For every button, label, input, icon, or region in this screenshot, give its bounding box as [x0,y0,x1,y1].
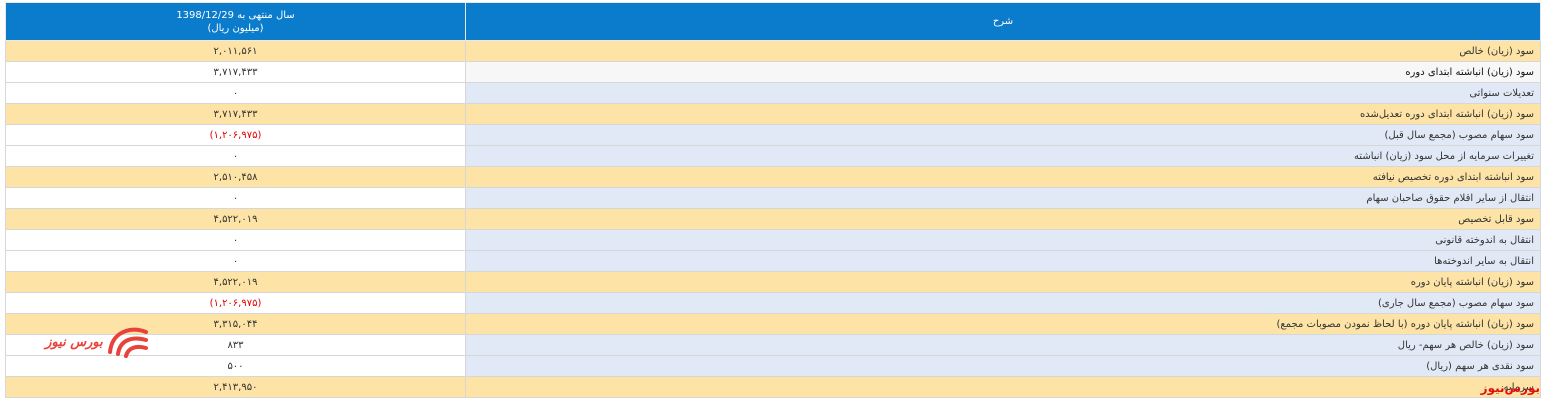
value-cell: ۲,۵۱۰,۴۵۸ [5,166,466,188]
description-cell: سود (زیان) خالص هر سهم- ریال [465,334,1541,356]
value-cell: ۳,۷۱۷,۴۳۳ [5,61,466,83]
table-row: ۴,۵۲۲,۰۱۹ سود قابل تخصیص [5,208,1541,230]
description-cell: انتقال به اندوخته قانونی [465,229,1541,251]
table-row: ۳,۷۱۷,۴۳۳ سود (زیان) انباشته ابتدای دوره … [5,103,1541,125]
description-cell: سود نقدی هر سهم (ریال) [465,355,1541,377]
value-cell: ۳,۷۱۷,۴۳۳ [5,103,466,125]
table-row: ۲,۵۱۰,۴۵۸ سود انباشته ابتدای دوره تخصیص ن… [5,166,1541,188]
description-cell: سود (زیان) خالص [465,40,1541,62]
value-cell: ۲,۴۱۳,۹۵۰ [5,376,466,398]
value-cell: ۳,۳۱۵,۰۴۴ [5,313,466,335]
table-row: ۰ انتقال به سایر اندوخته‌ها [5,250,1541,272]
description-cell: سرمایه [465,376,1541,398]
description-cell: انتقال به سایر اندوخته‌ها [465,250,1541,272]
description-cell: سود (زیان) انباشته پایان دوره (با لحاظ ن… [465,313,1541,335]
description-cell: سود سهام مصوب (مجمع سال قبل) [465,124,1541,146]
table-body: ۲,۰۱۱,۵۶۱ سود (زیان) خالص ۳,۷۱۷,۴۳۳ سود (زی… [5,40,1541,398]
table-row: ۰ انتقال از سایر اقلام حقوق صاحبان سهام [5,187,1541,209]
table-row: ۳,۳۱۵,۰۴۴ سود (زیان) انباشته پایان دوره (… [5,313,1541,335]
value-header: سال منتهی به 1398/12/29 (میلیون ریال) [5,2,466,41]
description-cell: سود سهام مصوب (مجمع سال جاری) [465,292,1541,314]
table-row: ۲,۰۱۱,۵۶۱ سود (زیان) خالص [5,40,1541,62]
value-title: سال منتهی به 1398/12/29 [176,9,295,21]
value-cell: ۰ [5,82,466,104]
table-row: ۸۳۳ سود (زیان) خالص هر سهم- ریال [5,334,1541,356]
value-cell: (۱,۲۰۶,۹۷۵) [5,124,466,146]
description-cell: سود (زیان) انباشته ابتدای دوره [465,61,1541,83]
value-cell: ۰ [5,229,466,251]
value-cell: ۴,۵۲۲,۰۱۹ [5,208,466,230]
table-row: (۱,۲۰۶,۹۷۵) سود سهام مصوب (مجمع سال جاری) [5,292,1541,314]
financial-table: سال منتهی به 1398/12/29 (میلیون ریال) شر… [5,2,1541,398]
table-row: ۰ تغییرات سرمایه از محل سود (زیان) انباشت… [5,145,1541,167]
value-cell: (۱,۲۰۶,۹۷۵) [5,292,466,314]
value-cell: ۴,۵۲۲,۰۱۹ [5,271,466,293]
value-unit: (میلیون ریال) [207,22,264,34]
description-cell: سود (زیان) انباشته پایان دوره [465,271,1541,293]
logo: بورس نیوز [43,327,148,358]
value-cell: ۰ [5,250,466,272]
table-row: ۴,۵۲۲,۰۱۹ سود (زیان) انباشته پایان دوره [5,271,1541,293]
description-header: شرح [465,2,1541,41]
table-row: ۵۰۰ سود نقدی هر سهم (ریال) [5,355,1541,377]
watermark: بورس‌نیوز [1480,381,1540,395]
description-cell: انتقال از سایر اقلام حقوق صاحبان سهام [465,187,1541,209]
table-row: ۰ تعدیلات سنواتی [5,82,1541,104]
header-row: سال منتهی به 1398/12/29 (میلیون ریال) شر… [5,2,1541,41]
description-cell: سود قابل تخصیص [465,208,1541,230]
value-cell: ۰ [5,145,466,167]
value-cell: ۲,۰۱۱,۵۶۱ [5,40,466,62]
description-cell: سود (زیان) انباشته ابتدای دوره تعدیل‌شده [465,103,1541,125]
description-cell: تغییرات سرمایه از محل سود (زیان) انباشته [465,145,1541,167]
value-cell: ۰ [5,187,466,209]
description-cell: سود انباشته ابتدای دوره تخصیص نیافته [465,166,1541,188]
table-row: ۳,۷۱۷,۴۳۳ سود (زیان) انباشته ابتدای دوره [5,61,1541,83]
logo-text: بورس نیوز [43,335,103,350]
table-row: ۰ انتقال به اندوخته قانونی [5,229,1541,251]
description-cell: تعدیلات سنواتی [465,82,1541,104]
table-row: ۲,۴۱۳,۹۵۰ سرمایه [5,376,1541,398]
table-row: (۱,۲۰۶,۹۷۵) سود سهام مصوب (مجمع سال قبل) [5,124,1541,146]
